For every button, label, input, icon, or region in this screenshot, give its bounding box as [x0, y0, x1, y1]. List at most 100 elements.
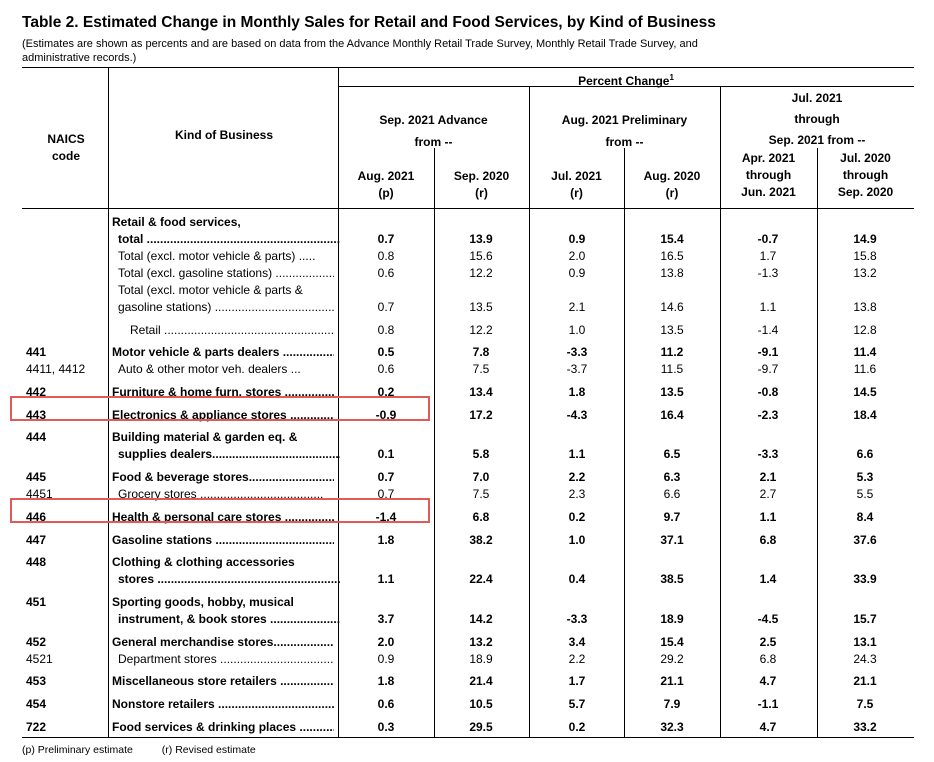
rule-header-bottom: [22, 208, 914, 209]
business-label: General merchandise stores..............…: [112, 635, 334, 649]
value-cell: 9.7: [663, 510, 681, 524]
value-cell: -1.1: [757, 697, 779, 711]
business-label: Nonstore retailers .....................…: [112, 697, 334, 711]
value-cell: -1.4: [375, 510, 397, 524]
business-label: Grocery stores .........................…: [118, 487, 324, 501]
header-naics: NAICS code: [47, 132, 85, 163]
value-cell: 6.6: [663, 487, 681, 501]
rule-percent-change: [338, 86, 914, 87]
value-cell: -9.7: [757, 362, 779, 376]
value-cell: 1.7: [568, 674, 586, 688]
value-cell: -1.3: [757, 266, 779, 280]
value-cell: 6.8: [759, 652, 777, 666]
value-cell: 15.4: [660, 232, 684, 246]
business-label: Electronics & appliance stores .........…: [112, 408, 334, 422]
value-cell: 1.8: [377, 674, 395, 688]
header-col-apr-jun2021: Apr. 2021 through Jun. 2021: [741, 151, 796, 199]
business-label: supplies dealers........................…: [118, 447, 340, 461]
value-cell: -0.7: [757, 232, 779, 246]
value-cell: -3.7: [566, 362, 588, 376]
value-cell: 6.5: [663, 447, 681, 461]
value-cell: 3.7: [377, 612, 395, 626]
value-cell: 0.2: [377, 385, 395, 399]
business-label: Auto & other motor veh. dealers ...: [118, 362, 301, 376]
value-cell: 0.3: [377, 720, 395, 734]
value-cell: 3.4: [568, 635, 586, 649]
business-label: Total (excl. gasoline stations) ........…: [118, 266, 334, 280]
value-cell: -2.3: [757, 408, 779, 422]
business-label: Food services & drinking places ........…: [112, 720, 334, 734]
business-label-line1: Total (excl. motor vehicle & parts &: [118, 283, 303, 297]
value-cell: 4.7: [759, 674, 777, 688]
value-cell: 38.5: [660, 572, 684, 586]
value-cell: 1.1: [568, 447, 586, 461]
value-cell: 2.3: [568, 487, 586, 501]
rule-col-kind: [108, 67, 109, 737]
value-cell: 1.0: [568, 323, 586, 337]
value-cell: 0.6: [377, 362, 395, 376]
value-cell: 2.1: [568, 300, 586, 314]
value-cell: 1.8: [568, 385, 586, 399]
header-col-jul-sep2020: Jul. 2020 through Sep. 2020: [837, 151, 894, 199]
value-cell: 13.8: [853, 300, 877, 314]
header-col-aug2021: Aug. 2021 (p): [357, 169, 415, 200]
rule-top: [22, 67, 914, 68]
value-cell: 5.7: [568, 697, 586, 711]
value-cell: 16.4: [660, 408, 684, 422]
naics-code: 441: [26, 345, 47, 359]
value-cell: 2.5: [759, 635, 777, 649]
value-cell: 1.7: [759, 249, 777, 263]
value-cell: 33.9: [853, 572, 877, 586]
business-label: stores .................................…: [118, 572, 340, 586]
value-cell: 11.6: [853, 362, 877, 376]
value-cell: 13.4: [469, 385, 493, 399]
value-cell: -3.3: [566, 345, 588, 359]
business-label-line1: Sporting goods, hobby, musical: [112, 595, 294, 609]
value-cell: -1.4: [757, 323, 779, 337]
value-cell: 0.4: [568, 572, 586, 586]
value-cell: 13.2: [469, 635, 493, 649]
value-cell: 0.1: [377, 447, 395, 461]
business-label-line1: Building material & garden eq. &: [112, 430, 298, 444]
rule-col-through: [720, 86, 721, 737]
rule-col-4: [624, 148, 625, 737]
value-cell: 13.5: [660, 323, 684, 337]
value-cell: 0.9: [377, 652, 395, 666]
value-cell: 0.7: [377, 470, 395, 484]
value-cell: 18.4: [853, 408, 877, 422]
footnote-preliminary: (p) Preliminary estimate: [22, 744, 133, 756]
value-cell: 7.5: [472, 487, 490, 501]
rule-col-adv: [338, 67, 339, 737]
value-cell: 1.0: [568, 533, 586, 547]
value-cell: 29.2: [660, 652, 684, 666]
business-label-line1: Retail & food services,: [112, 215, 241, 229]
footnotes: (p) Preliminary estimate (r) Revised est…: [22, 744, 282, 756]
header-group-advance: Sep. 2021 Advance from --: [379, 113, 488, 149]
naics-code: 453: [26, 674, 47, 688]
value-cell: 1.1: [377, 572, 395, 586]
value-cell: 13.1: [853, 635, 877, 649]
header-kind-of-business: Kind of Business: [174, 128, 273, 142]
value-cell: 15.8: [853, 249, 877, 263]
value-cell: 14.6: [660, 300, 684, 314]
value-cell: 1.1: [759, 300, 777, 314]
table-subtitle: (Estimates are shown as percents and are…: [22, 38, 698, 64]
value-cell: 18.9: [469, 652, 493, 666]
naics-code: 451: [26, 595, 47, 609]
highlight-box-health: [10, 498, 430, 523]
value-cell: 4.7: [759, 720, 777, 734]
business-label: instrument, & book stores ..............…: [118, 612, 340, 626]
value-cell: 0.8: [377, 249, 395, 263]
naics-code: 442: [26, 385, 47, 399]
business-label: Total (excl. motor vehicle & parts) ....…: [118, 249, 316, 263]
header-percent-change: Percent Change1: [578, 73, 674, 88]
value-cell: 13.2: [853, 266, 877, 280]
business-label-line1: Clothing & clothing accessories: [112, 555, 295, 569]
value-cell: 13.5: [660, 385, 684, 399]
value-cell: 15.7: [853, 612, 877, 626]
value-cell: 0.7: [377, 300, 395, 314]
value-cell: 0.2: [568, 720, 586, 734]
value-cell: 22.4: [469, 572, 493, 586]
business-label: gasoline stations) .....................…: [118, 300, 334, 314]
naics-code: 452: [26, 635, 47, 649]
